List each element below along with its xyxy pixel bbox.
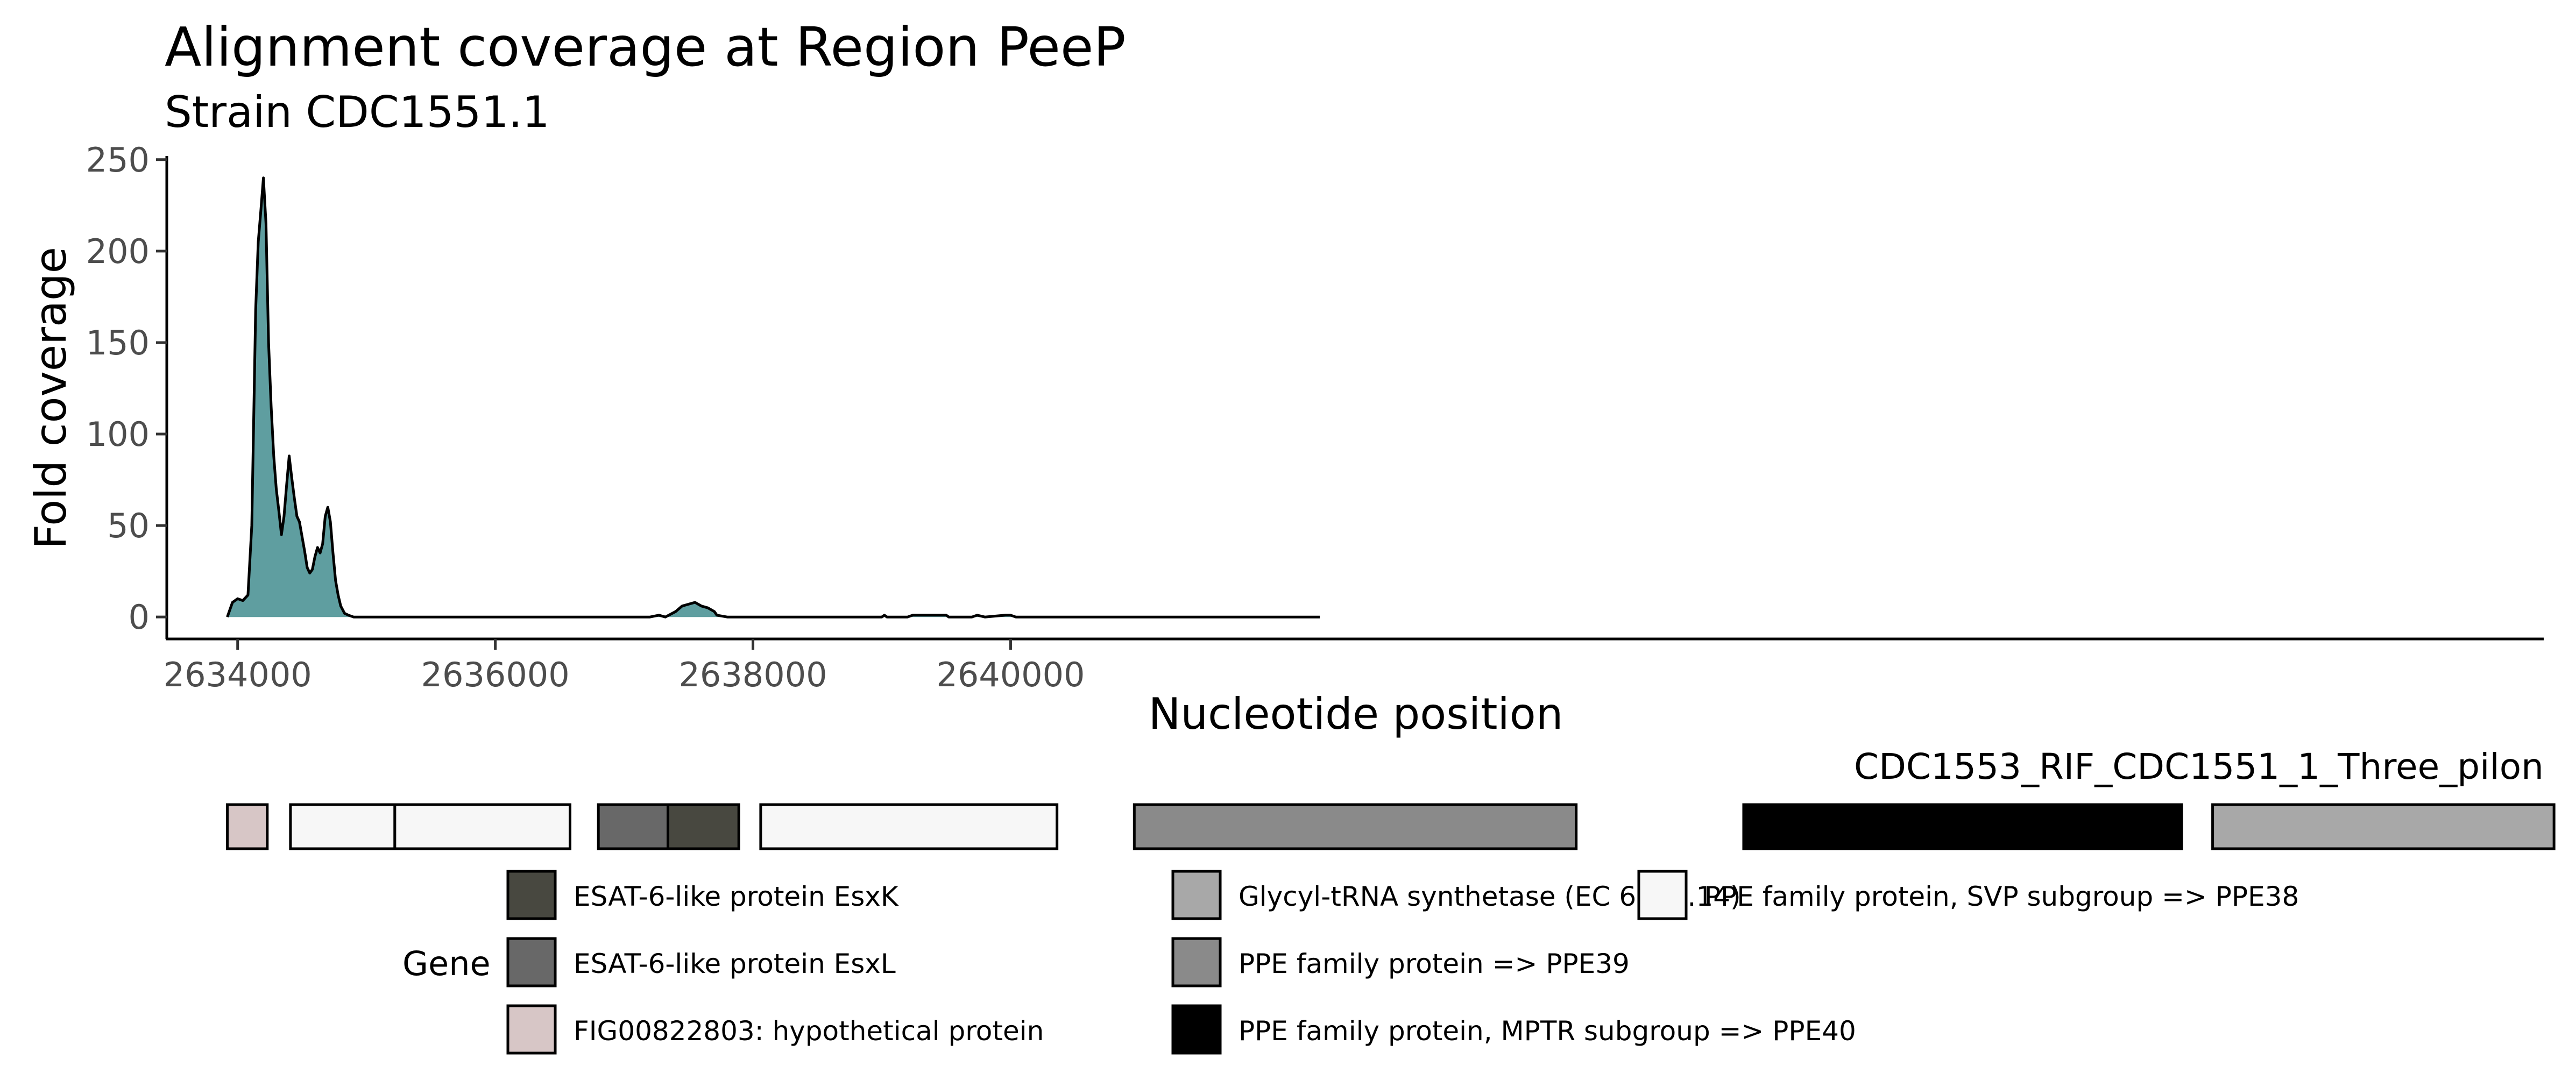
y-tick-label: 250 [86, 140, 150, 180]
y-tick-label: 0 [129, 598, 150, 637]
legend-key [1637, 870, 1688, 920]
x-axis-ticks: 2634000 2636000 2638000 2640000 [164, 639, 1085, 694]
y-axis-ticks: 0 50 100 150 200 250 [86, 140, 167, 637]
gene-block [393, 803, 572, 850]
gene-legend: ESAT-6-like protein EsxK ESAT-6-like prot… [506, 870, 2299, 1055]
y-tick-label: 200 [86, 232, 150, 271]
legend-key [1171, 1004, 1222, 1055]
gene-track [226, 803, 2556, 850]
coverage-area [227, 177, 1320, 617]
legend-title: Gene [402, 944, 491, 983]
x-tick-label: 2640000 [936, 655, 1085, 694]
legend-key [506, 937, 557, 987]
x-tick-label: 2634000 [164, 655, 312, 694]
legend-label: FIG00822803: hypothetical protein [574, 1015, 1044, 1047]
legend-key [1171, 937, 1222, 987]
y-tick-label: 100 [86, 415, 150, 454]
gene-block [226, 803, 269, 850]
coverage-line [226, 176, 1320, 619]
y-tick-label: 50 [107, 506, 150, 545]
gene-block [2211, 803, 2556, 850]
gene-block [666, 803, 740, 850]
y-axis-label: Fold coverage [26, 247, 76, 549]
legend-key [1171, 870, 1222, 920]
gene-track-label: CDC1553_RIF_CDC1551_1_Three_pilon [1854, 746, 2544, 787]
y-tick-label: 150 [86, 323, 150, 363]
legend-label: PPE family protein, MPTR subgroup => PPE… [1239, 1015, 1856, 1047]
x-tick-label: 2636000 [421, 655, 570, 694]
legend-label: PPE family protein => PPE39 [1239, 948, 1630, 979]
x-tick-label: 2638000 [678, 655, 827, 694]
gene-block [759, 803, 1059, 850]
legend-key [506, 1004, 557, 1055]
plot-area [226, 176, 1320, 619]
gene-block [1742, 803, 2183, 850]
legend-key [506, 870, 557, 920]
legend-label: ESAT-6-like protein EsxL [574, 948, 896, 979]
legend-label: ESAT-6-like protein EsxK [574, 881, 899, 912]
chart-title: Alignment coverage at Region PeeP [165, 16, 1126, 79]
gene-block [289, 803, 397, 850]
gene-block [597, 803, 669, 850]
chart-subtitle: Strain CDC1551.1 [165, 87, 550, 137]
gene-block [1133, 803, 1578, 850]
x-axis-label: Nucleotide position [1149, 689, 1563, 739]
legend-label: PPE family protein, SVP subgroup => PPE3… [1704, 881, 2299, 912]
